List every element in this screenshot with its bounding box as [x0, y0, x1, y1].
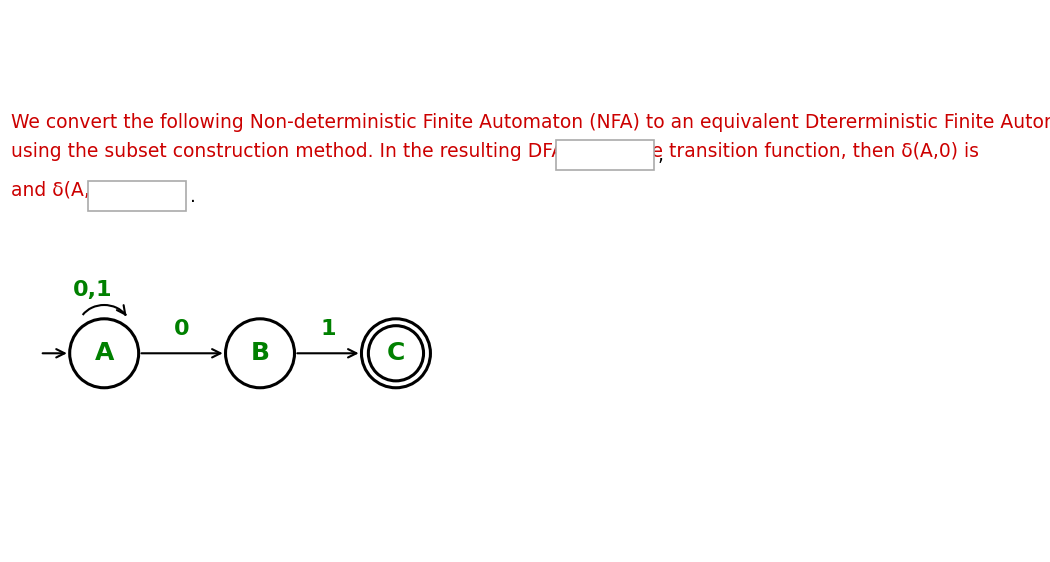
Text: We convert the following Non-deterministic Finite Automaton (NFA) to an equivale: We convert the following Non-determinist…	[12, 113, 1050, 132]
Text: B: B	[251, 341, 270, 365]
Text: .: .	[190, 187, 195, 206]
Circle shape	[226, 319, 294, 388]
Bar	[555, 140, 654, 170]
Bar	[87, 181, 186, 211]
Circle shape	[69, 319, 139, 388]
Text: ,: ,	[658, 146, 664, 165]
Circle shape	[361, 319, 430, 388]
Text: 0,1: 0,1	[72, 280, 112, 300]
Text: A: A	[94, 341, 113, 365]
Text: and δ(A,1) is: and δ(A,1) is	[12, 181, 130, 200]
Text: 0: 0	[174, 319, 190, 339]
Text: C: C	[386, 341, 405, 365]
Text: using the subset construction method. In the resulting DFA, if δ is the transiti: using the subset construction method. In…	[12, 142, 980, 161]
Text: 1: 1	[320, 319, 336, 339]
